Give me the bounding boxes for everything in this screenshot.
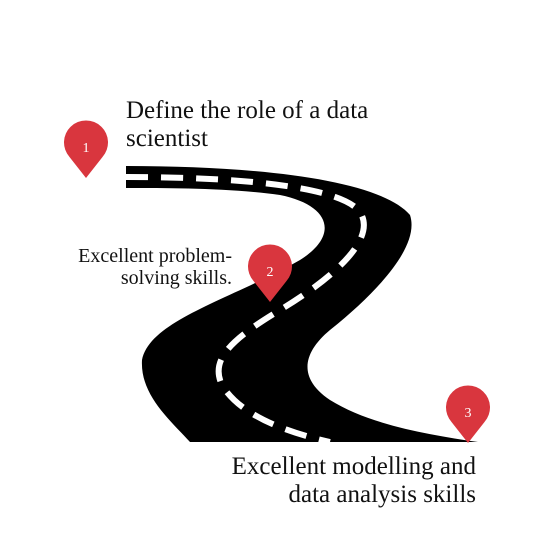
step-1-line-2: scientist: [126, 125, 208, 152]
step-3-line-2: data analysis skills: [288, 481, 476, 508]
step-2-line-1: Excellent problem-: [78, 245, 232, 267]
lane-marking: [125, 174, 367, 445]
step-2-line-2: solving skills.: [120, 267, 232, 290]
pin-number: 1: [83, 141, 90, 156]
pin-number: 2: [267, 265, 274, 280]
map-pin-icon: [64, 120, 108, 178]
map-pin-icon: [446, 385, 491, 443]
pin-marker-2[interactable]: 2: [248, 244, 292, 302]
road-surface: [126, 166, 478, 442]
pin-marker-3[interactable]: 3: [446, 385, 491, 443]
pin-marker-1[interactable]: 1: [64, 120, 108, 178]
winding-road-icon: [125, 166, 478, 445]
map-pin-icon: [248, 244, 292, 302]
step-3-line-1: Excellent modelling and: [231, 453, 476, 480]
step-1-label: Define the role of a data scientist: [126, 97, 446, 153]
step-2-label: Excellent problem- solving skills.: [20, 245, 232, 290]
pin-number: 3: [465, 406, 472, 421]
step-3-label: Excellent modelling and data analysis sk…: [160, 453, 476, 509]
step-1-line-1: Define the role of a data: [126, 97, 369, 124]
